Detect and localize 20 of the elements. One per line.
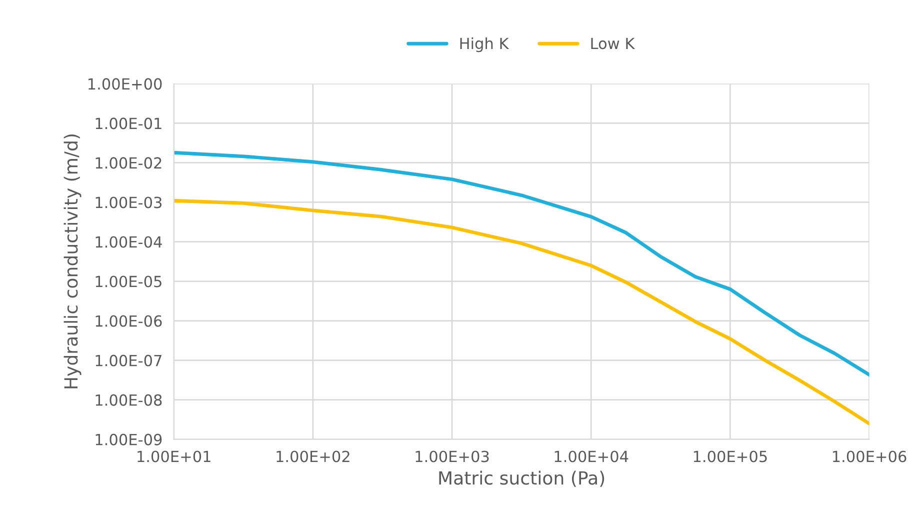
x-axis-title: Matric suction (Pa) (439, 470, 604, 487)
y-tick-label: 1.00E-09 (96, 434, 162, 446)
y-tick-label: 1.00E-07 (96, 354, 162, 366)
y-tick-label: 1.00E+00 (88, 78, 162, 90)
x-tick-label: 1.00E+02 (276, 450, 350, 462)
y-tick-label: 1.00E-05 (96, 276, 162, 288)
x-tick-label: 1.00E+06 (832, 450, 906, 462)
y-tick-label: 1.00E-01 (96, 118, 162, 130)
x-tick-label: 1.00E+05 (694, 450, 767, 462)
y-axis-title: Hydraulic conductivity (m/d) (64, 134, 82, 388)
y-tick-label: 1.00E-06 (96, 315, 162, 327)
y-tick-label: 1.00E-04 (96, 236, 162, 248)
x-tick-label: 1.00E+03 (416, 450, 489, 462)
x-tick-label: 1.00E+04 (554, 450, 628, 462)
legend-label: High K (460, 37, 510, 52)
y-tick-label: 1.00E-03 (96, 196, 162, 208)
y-tick-label: 1.00E-02 (96, 157, 162, 169)
y-tick-label: 1.00E-08 (96, 394, 162, 406)
legend-label: Low K (591, 38, 636, 50)
x-tick-label: 1.00E+01 (138, 450, 210, 462)
